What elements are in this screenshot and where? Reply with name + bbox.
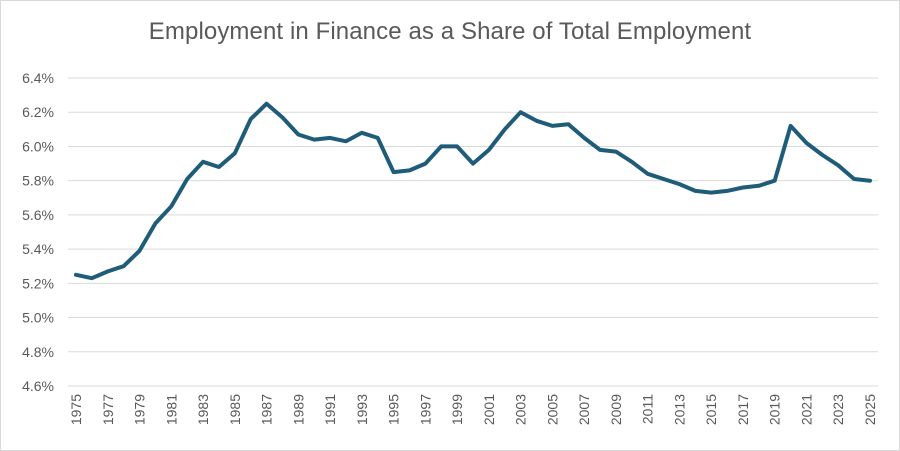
x-tick-label: 1989 (290, 394, 306, 425)
y-axis-ticks: 4.6% 4.8% 5.0% 5.2% 5.4% 5.6% 5.8% 6.0% 6.2% 6.4% (22, 70, 54, 394)
x-tick-label: 2005 (544, 394, 560, 425)
x-axis-ticks: 1975 1977 1979 1981 1983 1985 1987 1989 1991 1993… (68, 394, 878, 425)
x-tick-label: 1985 (227, 394, 243, 425)
x-tick-label: 2009 (608, 394, 624, 425)
x-tick-label: 2023 (830, 394, 846, 425)
y-tick-label: 6.2% (22, 104, 54, 120)
x-tick-label: 2001 (481, 394, 497, 425)
x-tick-label: 2011 (640, 394, 656, 424)
x-tick-label: 1999 (449, 394, 465, 425)
y-tick-label: 5.0% (22, 310, 54, 326)
x-tick-label: 1981 (163, 394, 179, 425)
y-tick-label: 5.6% (22, 207, 54, 223)
x-tick-label: 2013 (671, 394, 687, 425)
x-tick-label: 1975 (68, 394, 84, 425)
x-tick-label: 1991 (322, 394, 338, 425)
y-tick-label: 5.8% (22, 173, 54, 189)
x-tick-label: 2021 (798, 394, 814, 425)
x-tick-label: 2017 (735, 394, 751, 425)
series-group (74, 101, 872, 281)
y-tick-label: 4.6% (22, 378, 54, 394)
x-tick-label: 1995 (386, 394, 402, 425)
chart-title: Employment in Finance as a Share of Tota… (148, 18, 752, 45)
x-tick-label: 1997 (417, 394, 433, 425)
x-tick-label: 2025 (862, 394, 878, 425)
x-tick-label: 1979 (132, 394, 148, 425)
series-line (74, 101, 872, 281)
x-tick-label: 2007 (576, 394, 592, 425)
y-tick-label: 4.8% (22, 344, 54, 360)
x-tick-label: 1987 (259, 394, 275, 425)
y-tick-label: 6.0% (22, 138, 54, 154)
x-tick-label: 1983 (195, 394, 211, 425)
x-tick-label: 1977 (100, 394, 116, 425)
x-tick-label: 1993 (354, 394, 370, 425)
x-tick-label: 2019 (767, 394, 783, 425)
x-tick-label: 2015 (703, 394, 719, 425)
y-tick-label: 6.4% (22, 70, 54, 86)
y-tick-label: 5.4% (22, 241, 54, 257)
x-tick-label: 2003 (513, 394, 529, 425)
y-tick-label: 5.2% (22, 275, 54, 291)
gridlines (68, 77, 878, 387)
